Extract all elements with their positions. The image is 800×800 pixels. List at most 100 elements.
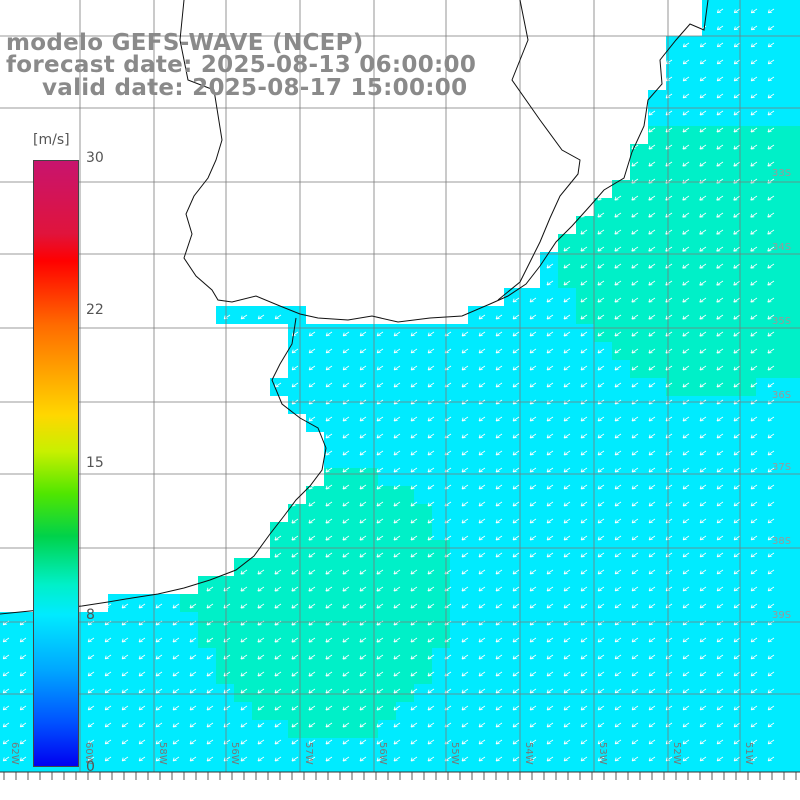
wind-arrow — [563, 297, 571, 303]
wind-cell — [414, 522, 432, 540]
wind-arrow-head — [733, 281, 738, 286]
wind-arrow-head — [699, 128, 704, 133]
wind-cell — [720, 252, 738, 270]
wind-arrow-shaft — [427, 603, 435, 609]
wind-arrow-shaft — [359, 416, 367, 422]
wind-cell — [612, 684, 630, 702]
wind-cell — [270, 522, 288, 540]
wind-arrow — [512, 552, 520, 558]
wind-arrow-shaft — [751, 59, 758, 65]
wind-arrow-head — [376, 604, 381, 609]
wind-arrow-shaft — [699, 603, 707, 609]
wind-cell — [270, 702, 288, 720]
wind-arrow — [342, 484, 350, 490]
wind-arrow-head — [665, 213, 670, 218]
wind-cell — [216, 576, 234, 594]
wind-arrow — [733, 365, 741, 371]
wind-arrow — [767, 348, 775, 354]
wind-cell — [738, 18, 756, 36]
wind-cell — [756, 342, 774, 360]
wind-cell — [540, 342, 558, 360]
wind-arrow-shaft — [495, 416, 503, 422]
wind-arrow — [750, 484, 758, 490]
wind-cell — [720, 198, 738, 216]
wind-arrow-shaft — [427, 518, 435, 524]
wind-cell — [540, 612, 558, 630]
wind-arrow-head — [648, 264, 653, 269]
wind-arrow-shaft — [325, 484, 333, 490]
wind-cell — [306, 558, 324, 576]
wind-arrow-shaft — [682, 195, 690, 201]
wind-cell — [522, 738, 540, 756]
wind-arrow-head — [495, 587, 500, 592]
wind-cell — [648, 360, 666, 378]
wind-arrow-shaft — [716, 314, 724, 320]
wind-arrow-head — [512, 349, 517, 354]
wind-arrow — [733, 331, 741, 337]
wind-cell — [522, 702, 540, 720]
wind-arrow-shaft — [682, 586, 690, 592]
wind-arrow-head — [325, 519, 330, 524]
wind-arrow — [699, 348, 707, 354]
wind-arrow-head — [563, 604, 568, 609]
wind-arrow-head — [308, 587, 313, 592]
wind-arrow — [478, 535, 486, 541]
wind-cell — [738, 360, 756, 378]
wind-cell — [756, 162, 774, 180]
wind-arrow-shaft — [751, 42, 758, 48]
wind-arrow — [631, 161, 639, 167]
wind-arrow-shaft — [427, 637, 435, 643]
wind-cell — [450, 360, 468, 378]
wind-arrow-shaft — [291, 501, 299, 507]
wind-arrow-shaft — [750, 195, 758, 201]
wind-cell — [504, 612, 522, 630]
wind-arrow — [699, 76, 707, 82]
wind-arrow-shaft — [393, 518, 401, 524]
wind-arrow-shaft — [699, 93, 707, 99]
wind-arrow — [240, 569, 248, 575]
wind-cell — [558, 432, 576, 450]
wind-arrow-shaft — [393, 586, 401, 592]
wind-arrow — [580, 484, 588, 490]
wind-arrow — [665, 195, 673, 201]
wind-cell — [792, 126, 800, 144]
wind-cell — [432, 648, 450, 666]
wind-cell — [756, 90, 774, 108]
wind-arrow-head — [733, 162, 738, 167]
wind-arrow-head — [580, 485, 585, 490]
wind-arrow-head — [478, 383, 483, 388]
wind-arrow-head — [189, 638, 194, 643]
wind-arrow — [308, 518, 316, 524]
wind-arrow-head — [631, 468, 636, 473]
wind-cell — [162, 702, 180, 720]
wind-arrow-shaft — [512, 518, 520, 524]
wind-cell — [594, 450, 612, 468]
wind-cell — [666, 594, 684, 612]
wind-arrow-shaft — [734, 42, 741, 48]
wind-cell — [612, 432, 630, 450]
wind-arrow-head — [682, 298, 687, 303]
wind-cell — [702, 324, 720, 342]
wind-arrow-head — [529, 604, 534, 609]
wind-arrow-head — [648, 230, 653, 235]
wind-cell — [576, 288, 594, 306]
wind-cell — [450, 648, 468, 666]
wind-arrow — [563, 501, 571, 507]
wind-cell — [648, 576, 666, 594]
wind-arrow — [750, 212, 758, 218]
wind-arrow-shaft — [512, 535, 520, 541]
wind-arrow-head — [682, 451, 687, 456]
wind-arrow — [308, 365, 316, 371]
wind-arrow-shaft — [716, 212, 724, 218]
wind-cell — [144, 648, 162, 666]
wind-arrow-head — [2, 638, 7, 643]
wind-arrow — [733, 586, 741, 592]
wind-cell — [774, 144, 792, 162]
wind-arrow-shaft — [393, 331, 401, 337]
wind-arrow-shaft — [223, 637, 231, 643]
wind-arrow — [665, 314, 673, 320]
wind-cell — [612, 234, 630, 252]
wind-arrow-head — [750, 77, 755, 82]
wind-cell — [324, 504, 342, 522]
wind-arrow — [376, 433, 384, 439]
